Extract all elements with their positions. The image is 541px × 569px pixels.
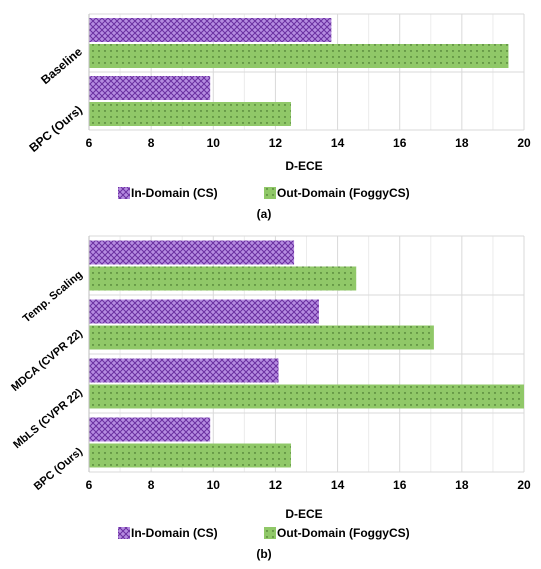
- x-tick-label: 10: [207, 136, 221, 150]
- bar-out-domain-3: [89, 443, 291, 468]
- x-tick-label: 12: [269, 478, 283, 492]
- bar-in-domain-3: [89, 417, 211, 442]
- x-tick-label: 16: [393, 478, 407, 492]
- legend-label-in-domain: In-Domain (CS): [131, 526, 218, 540]
- bar-in-domain-1: [89, 299, 319, 324]
- legend-swatch-in-domain: [118, 527, 130, 539]
- bar-out-domain-0: [89, 266, 357, 291]
- legend-swatch-in-domain: [118, 187, 130, 199]
- x-tick-label: 8: [148, 478, 155, 492]
- chart-caption: (b): [256, 547, 271, 561]
- category-label: BPC (Ours): [32, 445, 85, 493]
- category-label: MbLS (CVPR 22): [11, 386, 85, 451]
- legend: In-Domain (CS) Out-Domain (FoggyCS): [118, 186, 410, 200]
- legend-swatch-out-domain: [264, 527, 276, 539]
- x-tick-label: 20: [517, 478, 531, 492]
- x-axis-label: D-ECE: [285, 507, 322, 521]
- x-tick-label: 18: [455, 136, 469, 150]
- bar-in-domain-1: [89, 76, 211, 100]
- bar-in-domain-0: [89, 18, 332, 42]
- x-tick-label: 10: [207, 478, 221, 492]
- category-label: Baseline: [38, 44, 85, 87]
- legend-label-out-domain: Out-Domain (FoggyCS): [277, 526, 410, 540]
- legend-label-out-domain: Out-Domain (FoggyCS): [277, 186, 410, 200]
- x-tick-label: 14: [331, 478, 345, 492]
- bar-out-domain-0: [89, 44, 509, 68]
- x-tick-label: 20: [517, 136, 531, 150]
- bar-out-domain-1: [89, 325, 434, 350]
- x-tick-label: 16: [393, 136, 407, 150]
- chart-a: Baseline BPC (Ours) 6 8 10 12 14 16 18 20 D-ECE In-…: [26, 13, 531, 221]
- x-tick-label: 14: [331, 136, 345, 150]
- x-axis-label: D-ECE: [285, 159, 322, 173]
- x-tick-label: 18: [455, 478, 469, 492]
- category-label: MDCA (CVPR 22): [9, 327, 85, 394]
- legend-label-in-domain: In-Domain (CS): [131, 186, 218, 200]
- x-tick-label: 6: [86, 478, 93, 492]
- legend: In-Domain (CS) Out-Domain (FoggyCS): [118, 526, 410, 540]
- x-tick-label: 12: [269, 136, 283, 150]
- x-tick-label: 6: [86, 136, 93, 150]
- bar-in-domain-2: [89, 358, 279, 383]
- bar-in-domain-0: [89, 240, 295, 265]
- legend-swatch-out-domain: [264, 187, 276, 199]
- bar-out-domain-1: [89, 102, 291, 126]
- chart-caption: (a): [257, 207, 272, 221]
- category-label: BPC (Ours): [26, 103, 85, 155]
- category-label: Temp. Scaling: [21, 269, 85, 326]
- bar-out-domain-2: [89, 384, 524, 409]
- x-tick-label: 8: [148, 136, 155, 150]
